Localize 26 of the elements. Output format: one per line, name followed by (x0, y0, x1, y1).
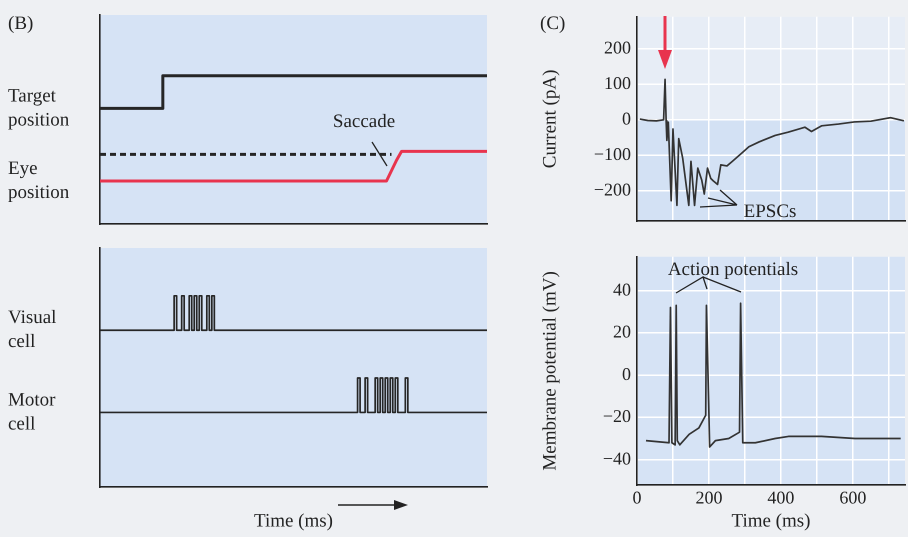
chart-title: (B) (8, 12, 34, 34)
y-tick-label: 40 (613, 279, 631, 300)
x-axis-title: Time (ms) (254, 510, 334, 532)
y-tick-label: 200 (604, 37, 631, 58)
series-label: Eye position (8, 158, 70, 203)
x-axis-title: Time (ms) (731, 510, 811, 532)
x-tick-label: 600 (839, 488, 866, 508)
y-tick-label: 20 (613, 322, 631, 342)
y-tick-label: −20 (602, 406, 631, 426)
y-tick-label: 0 (622, 364, 631, 384)
y-axis-title: Current (pA) (539, 70, 560, 168)
y-axis-title: Membrane potential (mV) (539, 271, 560, 471)
annotation: Saccade (332, 110, 396, 132)
text: Visual cell (8, 307, 56, 352)
annotation: EPSCs (744, 200, 796, 222)
chart-title: (C) (540, 12, 566, 34)
y-tick-label: −40 (602, 448, 631, 468)
annotation: Action potentials (668, 258, 798, 280)
y-tick-label: 100 (604, 73, 631, 94)
y-tick-label: −200 (594, 180, 631, 200)
x-tick-label: 200 (695, 488, 722, 508)
series-label: Target position (8, 85, 70, 130)
text: Motor cell (8, 389, 56, 434)
y-tick-label: −100 (594, 144, 631, 164)
y-tick-label: 0 (622, 108, 631, 129)
x-tick-label: 400 (767, 488, 794, 508)
